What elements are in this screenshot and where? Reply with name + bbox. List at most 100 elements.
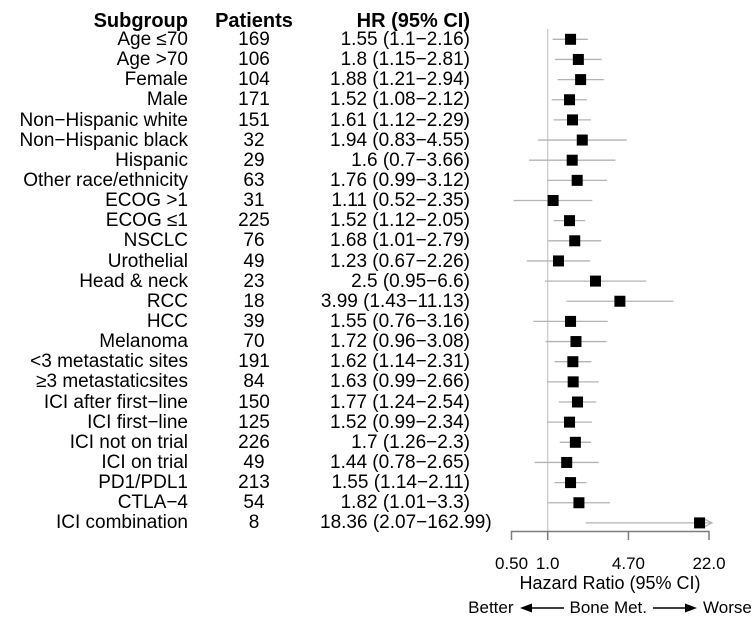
hr-point-marker [571, 174, 583, 186]
table-row: HCC 39 1.55 (0.76−3.16) [0, 310, 470, 332]
column-header-patients: Patients [215, 10, 293, 32]
subgroup-label: ECOG ≤1 [105, 210, 188, 232]
table-row: Head & neck 23 2.5 (0.95−6.6) [0, 270, 470, 292]
table-row: ECOG ≤1 225 1.52 (1.12−2.05) [0, 211, 470, 231]
table-row: Non−Hispanic white 151 1.61 (1.12−2.29) [0, 109, 470, 131]
subgroup-label: Age >70 [116, 49, 188, 71]
patients-value: 225 [238, 210, 270, 232]
patients-value: 39 [243, 310, 265, 332]
table-row: ICI after first−line 150 1.77 (1.24−2.54… [0, 391, 470, 413]
hr-ci-value: 1.68 (1.01−2.79) [330, 230, 470, 252]
table-row: ≥3 metastaticsites 84 1.63 (0.99−2.66) [0, 372, 470, 392]
hr-ci-value: 1.77 (1.24−2.54) [330, 391, 470, 413]
table-row: Melanoma 70 1.72 (0.96−3.08) [0, 331, 470, 352]
hr-ci-value: 18.36 (2.07−162.99) [320, 512, 492, 534]
subgroup-label: NSCLC [123, 230, 188, 252]
table-row: Male 171 1.52 (1.08−2.12) [0, 90, 470, 110]
table-row: PD1/PDL1 213 1.55 (1.14−2.11) [0, 472, 470, 494]
x-axis-tick-labels: 0.50 1.0 4.70 22.0 [0, 554, 752, 573]
patients-value: 106 [238, 49, 270, 71]
subgroup-label: <3 metastatic sites [30, 351, 188, 373]
subgroup-label: Male [146, 89, 188, 111]
subgroup-label: HCC [146, 310, 188, 332]
hr-ci-value: 1.94 (0.83−4.55) [330, 129, 470, 151]
table-row: CTLA−4 54 1.82 (1.01−3.3) [0, 493, 470, 513]
hr-point-marker [566, 154, 578, 166]
table-row: RCC 18 3.99 (1.43−11.13) [0, 290, 470, 312]
patients-value: 191 [238, 351, 270, 373]
patients-value: 31 [243, 190, 265, 212]
table-row: Hispanic 29 1.6 (0.7−3.66) [0, 149, 470, 171]
patients-value: 125 [238, 411, 270, 433]
hr-point-marker [567, 356, 579, 368]
table-row: ICI on trial 49 1.44 (0.78−2.65) [0, 451, 470, 473]
table-row: Other race/ethnicity 63 1.76 (0.99−3.12) [0, 169, 470, 191]
hr-point-marker [564, 215, 576, 227]
patients-value: 213 [238, 472, 270, 494]
table-row: NSCLC 76 1.68 (1.01−2.79) [0, 231, 470, 251]
patients-value: 226 [238, 431, 270, 453]
hr-point-marker [565, 315, 577, 327]
hr-ci-value: 1.88 (1.21−2.94) [330, 69, 470, 91]
hr-ci-value: 1.63 (0.99−2.66) [330, 371, 470, 393]
subgroup-label: ICI on trial [101, 451, 188, 473]
hr-point-marker [694, 517, 706, 529]
x-axis-tick-label: 4.70 [611, 554, 645, 573]
subgroup-label: PD1/PDL1 [98, 472, 188, 494]
hr-ci-value: 1.7 (1.26−2.3) [351, 431, 470, 453]
patients-value: 151 [238, 109, 270, 131]
subgroup-label: Non−Hispanic white [19, 109, 188, 131]
subgroup-label: ≥3 metastaticsites [36, 371, 188, 393]
hr-point-marker [614, 295, 626, 307]
subgroup-label: RCC [146, 290, 188, 312]
subgroup-label: ICI combination [55, 512, 188, 534]
patients-value: 169 [238, 29, 270, 50]
x-axis-title: Hazard Ratio (95% CI) [519, 573, 701, 593]
hr-point-marker [564, 94, 576, 106]
hr-point-marker [573, 497, 585, 509]
hr-ci-value: 1.23 (0.67−2.26) [330, 250, 470, 272]
subgroup-label: Other race/ethnicity [23, 169, 188, 191]
direction-legend: Better Bone Met. Worse [460, 598, 752, 618]
subgroup-label: Hispanic [115, 149, 188, 171]
hr-ci-value: 1.52 (1.12−2.05) [330, 210, 470, 232]
table-rows: Age ≤70 169 1.55 (1.1−2.16) Age >70 106 … [0, 29, 492, 534]
hr-ci-value: 1.76 (0.99−3.12) [330, 169, 470, 191]
patients-value: 18 [243, 290, 265, 312]
subgroup-label: CTLA−4 [117, 492, 188, 514]
hr-ci-value: 1.61 (1.12−2.29) [330, 109, 470, 131]
hr-ci-value: 1.62 (1.14−2.31) [330, 351, 470, 373]
patients-value: 8 [248, 512, 260, 534]
patients-value: 32 [243, 129, 265, 151]
column-header-hr-ci: HR (95% CI) [356, 10, 470, 32]
patients-value: 54 [243, 492, 265, 514]
hr-ci-value: 1.55 (0.76−3.16) [330, 310, 470, 332]
hr-point-marker [576, 134, 588, 146]
patients-value: 76 [243, 230, 265, 252]
subgroup-label: Female [124, 69, 188, 91]
column-header-subgroup: Subgroup [93, 10, 188, 32]
hr-point-marker [575, 74, 587, 86]
hr-point-marker [561, 456, 573, 468]
table-header: Subgroup Patients HR (95% CI) [0, 11, 470, 31]
patients-value: 23 [243, 270, 265, 292]
hr-ci-value: 1.52 (1.08−2.12) [330, 89, 470, 111]
table-row: Age ≤70 169 1.55 (1.1−2.16) [0, 29, 470, 50]
hr-ci-value: 1.55 (1.14−2.11) [331, 472, 470, 494]
hr-point-marker [565, 33, 577, 45]
hr-point-marker [570, 336, 582, 348]
hr-point-marker [567, 114, 579, 126]
table-row: ICI not on trial 226 1.7 (1.26−2.3) [0, 431, 470, 453]
patients-value: 150 [238, 391, 270, 413]
subgroup-label: ICI not on trial [69, 431, 188, 453]
table-row: ICI first−line 125 1.52 (0.99−2.34) [0, 411, 470, 433]
hr-point-marker [565, 477, 577, 489]
hr-ci-value: 1.6 (0.7−3.66) [351, 149, 470, 171]
x-axis [510, 530, 710, 540]
hr-point-marker [569, 436, 581, 448]
subgroup-label: Age ≤70 [117, 29, 188, 50]
patients-value: 49 [243, 451, 265, 473]
patients-value: 49 [243, 250, 265, 272]
